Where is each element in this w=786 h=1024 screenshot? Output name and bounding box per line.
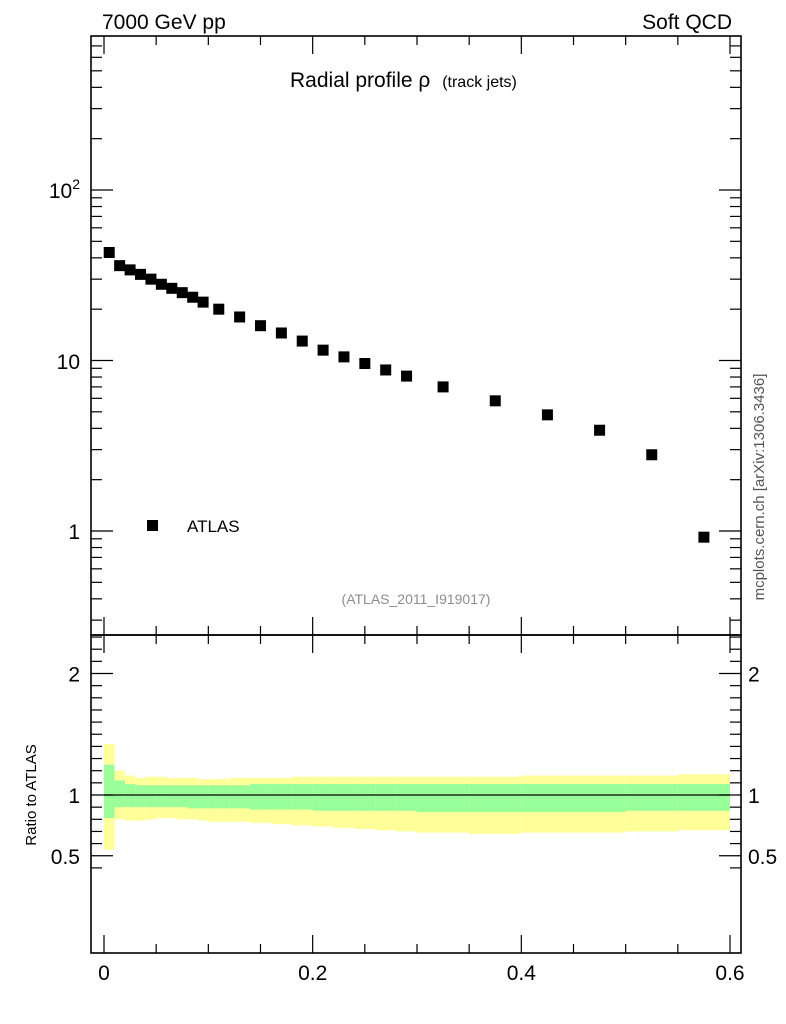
xtick-label: 0 (98, 962, 110, 985)
chart-title-sub: (track jets) (442, 74, 517, 91)
ratio-axes (90, 634, 742, 954)
inner-band-bin (124, 784, 136, 808)
chart-title: Radial profile ρ (track jets) (290, 69, 517, 92)
ytick-label-10: 10 (57, 351, 80, 374)
data-markers (103, 246, 710, 543)
inner-band-bin (145, 785, 157, 808)
inner-band-bin (270, 784, 292, 810)
data-point (338, 351, 350, 363)
inner-band-bin (333, 784, 355, 811)
data-point (166, 282, 178, 294)
inner-band-bin (573, 784, 626, 813)
inner-band-bin (291, 784, 313, 810)
ratio-frame (90, 634, 742, 954)
inner-band-bin (469, 784, 522, 813)
data-point (103, 246, 115, 258)
data-point (176, 287, 188, 299)
data-point (541, 409, 553, 421)
inner-band-bin (521, 784, 574, 813)
data-point (698, 531, 710, 543)
inner-band-bin (417, 784, 470, 813)
main-frame (90, 35, 742, 636)
data-point (489, 395, 501, 407)
data-point (213, 303, 225, 315)
inner-band-bin (625, 784, 678, 811)
data-point (155, 278, 167, 290)
inner-band-bin (396, 784, 417, 811)
data-point (197, 296, 209, 308)
inner-band-bin (114, 780, 125, 808)
inner-band-bin (375, 784, 397, 811)
xtick-label: 0.6 (715, 962, 744, 985)
ytick-label-1: 1 (68, 521, 80, 544)
legend-label: ATLAS (187, 517, 240, 536)
inner-band-bin (177, 785, 188, 808)
side-label: mcplots.cern.ch [arXiv:1306.3436] (751, 374, 768, 601)
data-point (296, 335, 308, 347)
ratio-tick-labels: 0.5 0.5 1 1 2 2 0 0.2 0.4 0.6 (51, 664, 777, 986)
inner-band-bin (104, 764, 115, 819)
reference-tag: (ATLAS_2011_I919017) (342, 591, 491, 607)
xtick-label: 0.4 (507, 962, 537, 985)
data-point (135, 268, 147, 280)
inner-band-bin (135, 785, 146, 808)
main-axes (90, 35, 742, 636)
data-point (145, 273, 157, 285)
data-point (124, 264, 136, 276)
data-point (594, 424, 606, 436)
header-left: 7000 GeV pp (102, 11, 226, 34)
data-point (275, 327, 287, 339)
ratio-ytick-label: 0.5 (51, 846, 80, 869)
inner-band-bin (250, 784, 271, 810)
ytick-label-100: 102 (49, 176, 80, 203)
data-point (380, 364, 392, 376)
inner-band-bin (677, 784, 730, 811)
data-point (234, 311, 246, 323)
inner-band-bin (197, 785, 209, 809)
data-point (401, 370, 413, 382)
data-point (646, 449, 658, 461)
ratio-ytick-label-right: 2 (748, 664, 760, 687)
data-point (317, 344, 329, 356)
inner-band-bin (208, 785, 230, 809)
inner-band-bin (166, 785, 178, 808)
ratio-ytick-label: 1 (68, 785, 80, 808)
xtick-label: 0.2 (298, 962, 327, 985)
inner-band-bin (229, 785, 251, 809)
chart-title-main: Radial profile ρ (290, 69, 430, 92)
ratio-ylabel: Ratio to ATLAS (23, 744, 40, 845)
data-point (114, 260, 126, 272)
ratio-ytick-label-right: 0.5 (748, 846, 777, 869)
ratio-ytick-label: 2 (68, 664, 80, 687)
legend-marker (147, 520, 158, 531)
data-point (255, 320, 266, 332)
data-point (437, 381, 449, 393)
data-point (359, 358, 371, 370)
inner-band-bin (354, 784, 376, 811)
inner-band-bin (312, 784, 334, 811)
ratio-ytick-label-right: 1 (748, 785, 760, 808)
inner-band-bin (156, 785, 167, 808)
data-point (187, 291, 199, 303)
inner-band-bin (187, 785, 198, 809)
header-right: Soft QCD (642, 11, 732, 34)
ratio-bands (104, 743, 730, 850)
